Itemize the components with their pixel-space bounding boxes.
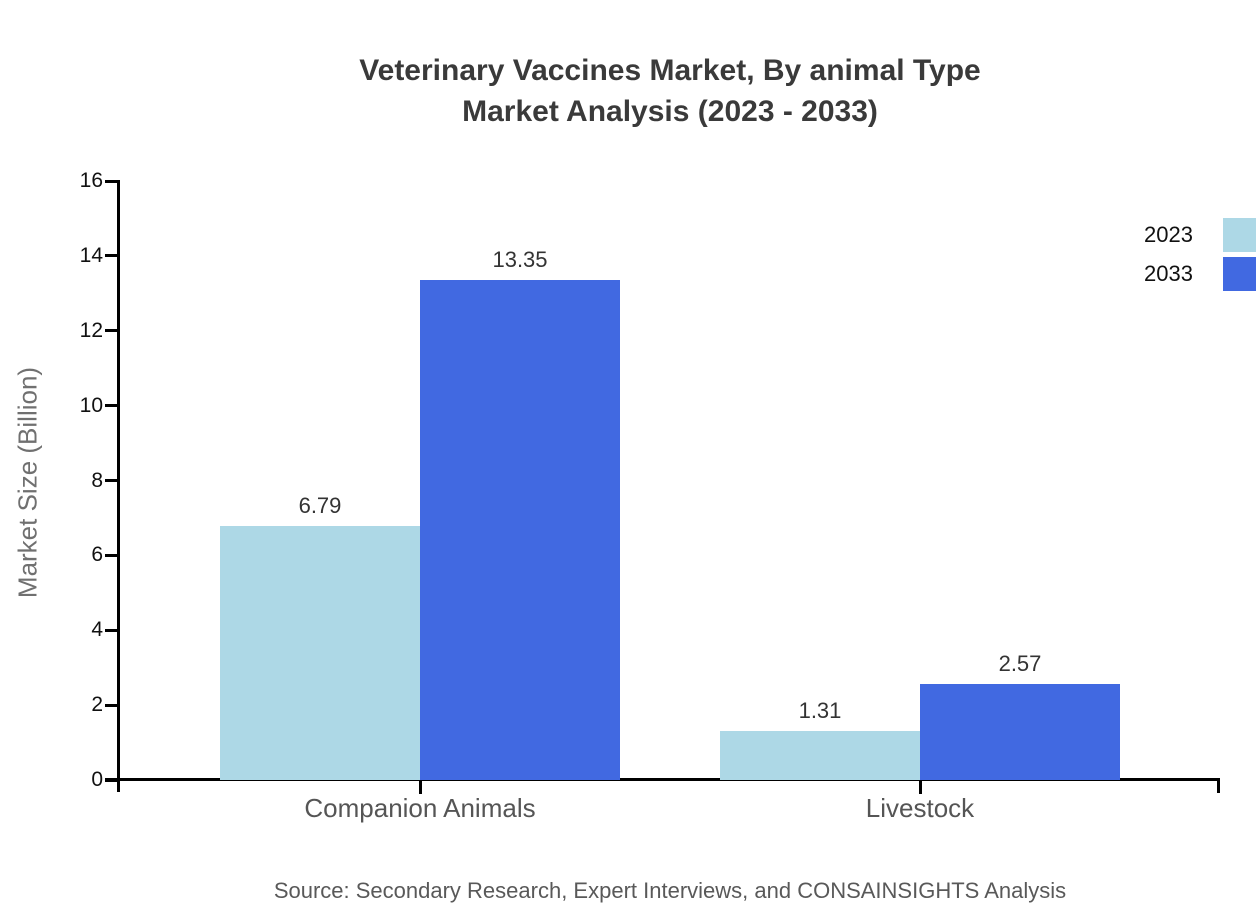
bar-2033-livestock (920, 683, 1120, 780)
category-label-companion-animals: Companion Animals (304, 793, 536, 823)
y-tick-label: 0 (91, 768, 103, 791)
y-tick-mark (105, 703, 120, 707)
y-tick-mark (105, 254, 120, 258)
x-axis-line (105, 778, 1220, 781)
y-tick-mark (105, 553, 120, 557)
y-tick-label: 10 (79, 393, 103, 417)
chart-title: Veterinary Vaccines Market, By animal Ty… (80, 50, 1260, 132)
y-tick-label: 2 (91, 693, 103, 717)
y-tick-label: 4 (91, 618, 103, 642)
bar-2033-companion-animals (420, 280, 620, 780)
x-tick-mark (418, 780, 422, 794)
y-tick-label: 14 (79, 243, 103, 267)
y-tick-mark (105, 778, 120, 782)
y-tick-mark (105, 628, 120, 632)
legend-label-2023: 2023 (1144, 222, 1193, 247)
bar-2023-companion-animals (220, 525, 420, 780)
legend-item-2023: 2023 (1144, 218, 1256, 252)
y-tick-mark (105, 329, 120, 333)
chart-title-line1: Veterinary Vaccines Market, By animal Ty… (359, 54, 981, 87)
y-axis-line (117, 181, 120, 792)
x-axis-end-tick (1217, 778, 1220, 793)
chart-title-line2: Market Analysis (2023 - 2033) (462, 95, 878, 128)
y-tick-mark (105, 404, 120, 408)
y-tick-label: 16 (79, 169, 103, 192)
y-tick-mark (105, 179, 120, 183)
bar-value-label: 1.31 (798, 697, 842, 723)
legend-item-2033: 2033 (1144, 257, 1256, 291)
legend-swatch-2033 (1223, 257, 1256, 291)
y-tick-label: 8 (91, 468, 103, 492)
y-tick-label: 6 (91, 543, 103, 567)
source-attribution: Source: Secondary Research, Expert Inter… (273, 878, 1067, 903)
bar-value-label: 6.79 (298, 492, 342, 518)
bar-2023-livestock (720, 730, 920, 780)
y-tick-mark (105, 479, 120, 482)
category-label-livestock: Livestock (865, 793, 975, 823)
legend-swatch-2023 (1223, 218, 1256, 252)
y-axis-label: Market Size (Billion) (12, 366, 43, 599)
legend: 2023 2033 (1144, 218, 1256, 296)
y-tick-label: 12 (79, 318, 103, 342)
bar-value-label: 2.57 (998, 650, 1042, 676)
x-tick-mark (918, 780, 922, 794)
legend-label-2033: 2033 (1144, 261, 1193, 286)
bar-value-label: 13.35 (492, 247, 548, 273)
